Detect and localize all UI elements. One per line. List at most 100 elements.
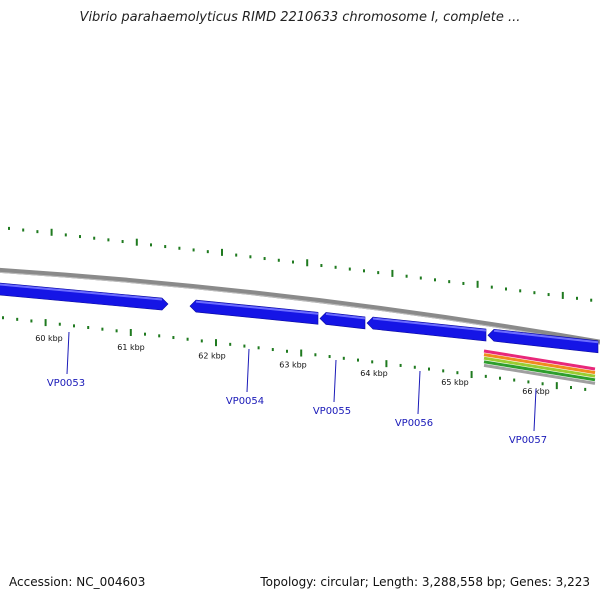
ruler-tick bbox=[243, 344, 246, 348]
outer-tick bbox=[178, 246, 181, 250]
outer-tick bbox=[320, 264, 323, 268]
outer-tick bbox=[50, 228, 53, 236]
ruler-tick bbox=[58, 322, 61, 326]
ruler-tick bbox=[428, 367, 430, 371]
ruler-label-61: 61 kbp bbox=[117, 343, 145, 352]
gene-label-vp0056[interactable]: VP0056 bbox=[395, 418, 433, 429]
outer-tick bbox=[292, 260, 294, 264]
feature-track-stack bbox=[483, 349, 596, 385]
feature-track-3 bbox=[483, 360, 596, 382]
ruler-tick bbox=[257, 346, 260, 350]
outer-tick bbox=[150, 243, 152, 247]
outer-tick bbox=[505, 287, 507, 291]
gene-label-vp0055[interactable]: VP0055 bbox=[313, 406, 351, 417]
ruler-tick bbox=[413, 365, 416, 369]
outer-tick bbox=[121, 240, 124, 244]
gene-arrow-vp0057-body bbox=[487, 328, 599, 354]
ruler-tick bbox=[158, 334, 161, 338]
chromosome-backbone bbox=[0, 267, 600, 345]
gene-arrow-vp0054-highlight bbox=[195, 300, 319, 315]
outer-tick bbox=[462, 281, 465, 285]
outer-tick bbox=[36, 230, 39, 234]
ruler-tick bbox=[271, 348, 274, 352]
outer-tick bbox=[64, 233, 67, 237]
ruler-tick bbox=[399, 363, 402, 367]
ruler-label-60: 60 kbp bbox=[35, 334, 63, 343]
ruler-tick bbox=[286, 349, 288, 353]
ruler-tick bbox=[513, 378, 516, 382]
outer-tick bbox=[519, 289, 522, 293]
outer-tick bbox=[306, 259, 309, 267]
ruler-tick bbox=[357, 358, 359, 362]
outer-tick bbox=[448, 280, 451, 284]
ruler-tick bbox=[555, 382, 558, 390]
outer-tick bbox=[8, 226, 10, 230]
accession-text: Accession: NC_004603 bbox=[9, 575, 146, 589]
outer-tick bbox=[192, 248, 195, 252]
outer-tick bbox=[561, 291, 564, 299]
feature-track-0 bbox=[483, 349, 596, 371]
ruler-tick bbox=[129, 328, 132, 336]
ruler-tick bbox=[584, 387, 587, 391]
outer-tick bbox=[576, 296, 578, 300]
ruler-label-65: 65 kbp bbox=[441, 378, 469, 387]
ruler-tick bbox=[385, 360, 388, 368]
ruler-tick bbox=[30, 319, 33, 323]
outer-tick bbox=[235, 253, 238, 257]
gene-arrow-vp0056-body bbox=[366, 316, 487, 342]
gene-labels: VP0053 VP0054 VP0055 VP0056 VP0057 bbox=[47, 331, 547, 446]
feature-track-2 bbox=[483, 356, 596, 378]
gene-arrow-vp0057-highlight bbox=[493, 329, 599, 344]
outer-tick bbox=[590, 298, 593, 302]
gene-arrow-vp0053-body bbox=[0, 282, 169, 311]
outer-tick bbox=[249, 255, 252, 259]
gene-arrow-vp0054 bbox=[189, 299, 319, 325]
outer-tick bbox=[79, 235, 81, 239]
outer-tick bbox=[405, 274, 408, 278]
ruler-tick bbox=[328, 355, 331, 359]
outer-tick bbox=[391, 269, 394, 277]
outer-tick bbox=[93, 236, 96, 240]
ruler-tick bbox=[16, 317, 19, 321]
ruler-tick bbox=[470, 371, 473, 379]
outer-tick bbox=[348, 267, 351, 271]
outer-tick bbox=[419, 276, 422, 280]
ruler-tick bbox=[527, 380, 530, 384]
ruler-label-63: 63 kbp bbox=[279, 360, 307, 369]
gene-label-vp0057[interactable]: VP0057 bbox=[509, 435, 547, 446]
gene-arrow-vp0056 bbox=[366, 316, 487, 342]
backbone-highlight bbox=[0, 271, 600, 345]
ruler-tick bbox=[499, 376, 501, 380]
ruler-tick bbox=[229, 342, 232, 346]
ruler-label-62: 62 kbp bbox=[198, 352, 226, 361]
ruler-tick bbox=[371, 360, 374, 364]
ruler-tick bbox=[541, 382, 544, 386]
ruler-tick bbox=[115, 329, 118, 333]
outer-tick bbox=[206, 250, 209, 254]
gene-arrow-vp0053 bbox=[0, 282, 169, 311]
ruler-tick bbox=[172, 336, 175, 340]
outer-tick bbox=[363, 269, 365, 273]
backbone-line bbox=[0, 267, 600, 345]
outer-tick bbox=[334, 265, 337, 269]
outer-tick bbox=[107, 238, 110, 242]
ruler-tick bbox=[186, 337, 189, 341]
ruler-tick bbox=[442, 369, 445, 373]
gene-arrow-vp0056-highlight bbox=[372, 317, 487, 332]
gene-label-vp0053[interactable]: VP0053 bbox=[47, 378, 85, 389]
outer-tick-row bbox=[8, 226, 593, 302]
ruler-tick bbox=[456, 371, 459, 375]
outer-tick bbox=[434, 278, 436, 282]
gene-arrow-vp0054-body bbox=[189, 299, 319, 325]
ruler-tick bbox=[73, 324, 75, 328]
gene-label-vp0054[interactable]: VP0054 bbox=[226, 396, 264, 407]
outer-tick bbox=[533, 291, 536, 295]
gene-leader-vp0054 bbox=[246, 348, 250, 393]
outer-tick bbox=[277, 258, 280, 262]
outer-tick bbox=[22, 228, 25, 232]
gene-leader-vp0056 bbox=[417, 370, 421, 415]
ruler-tick bbox=[44, 319, 47, 327]
ruler-tick bbox=[314, 353, 317, 357]
outer-tick bbox=[377, 271, 380, 275]
